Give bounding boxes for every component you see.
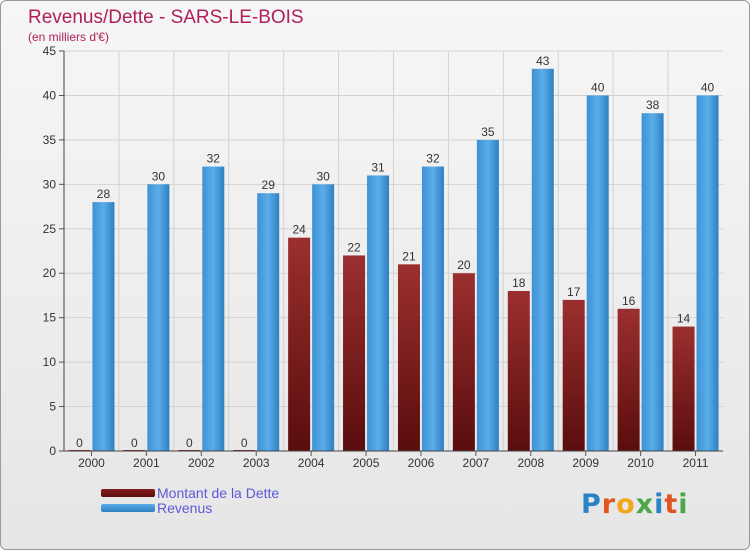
data-label: 28 xyxy=(97,187,111,201)
logo-letter: i xyxy=(654,489,665,520)
x-tick-label: 2010 xyxy=(627,456,654,470)
data-label: 30 xyxy=(152,169,166,183)
data-label: 32 xyxy=(426,152,440,166)
x-tick-label: 2001 xyxy=(133,456,160,470)
y-tick-label: 10 xyxy=(43,355,57,369)
data-label: 18 xyxy=(512,276,526,290)
data-label: 29 xyxy=(262,178,276,192)
y-tick-label: 5 xyxy=(49,400,56,414)
data-label: 0 xyxy=(76,436,83,450)
bar-revenus xyxy=(312,184,335,452)
bar-dette xyxy=(343,255,366,451)
y-tick-label: 0 xyxy=(49,444,56,458)
bar-revenus xyxy=(92,202,115,451)
data-label: 35 xyxy=(481,125,495,139)
bar-revenus xyxy=(641,113,664,451)
bar-revenus xyxy=(586,95,609,451)
data-label: 40 xyxy=(591,80,605,94)
y-tick-label: 35 xyxy=(43,133,57,147)
bar-dette xyxy=(397,264,420,451)
x-tick-label: 2005 xyxy=(353,456,380,470)
data-label: 0 xyxy=(241,436,248,450)
bar-dette xyxy=(562,299,585,451)
bar-revenus xyxy=(476,139,499,451)
data-label: 38 xyxy=(646,98,660,112)
y-tick-label: 30 xyxy=(43,177,57,191)
data-label: 43 xyxy=(536,54,550,68)
legend-swatch-debt xyxy=(101,489,155,497)
bar-revenus xyxy=(257,193,280,451)
bar-revenus xyxy=(202,166,225,452)
data-label: 0 xyxy=(131,436,138,450)
data-label: 14 xyxy=(677,312,691,326)
proxiti-logo: Proxiti xyxy=(581,489,689,520)
chart-title: Revenus/Dette - SARS-LE-BOIS xyxy=(28,7,304,28)
data-label: 32 xyxy=(207,152,221,166)
bar-revenus xyxy=(696,95,719,451)
bar-revenus xyxy=(531,68,554,452)
x-tick-label: 2009 xyxy=(572,456,599,470)
x-tick-label: 2007 xyxy=(463,456,490,470)
x-tick-label: 2000 xyxy=(78,456,105,470)
data-label: 21 xyxy=(402,249,416,263)
data-label: 17 xyxy=(567,285,581,299)
y-tick-label: 25 xyxy=(43,222,57,236)
x-tick-label: 2002 xyxy=(188,456,215,470)
x-tick-label: 2011 xyxy=(683,456,709,470)
y-tick-label: 20 xyxy=(43,266,57,280)
y-tick-label: 45 xyxy=(43,44,57,58)
data-label: 24 xyxy=(292,223,306,237)
x-tick-label: 2003 xyxy=(243,456,270,470)
data-label: 30 xyxy=(316,169,330,183)
bar-revenus xyxy=(421,166,444,452)
bar-dette xyxy=(452,273,475,451)
logo-letter: i xyxy=(678,489,689,520)
data-label: 20 xyxy=(457,258,471,272)
legend-swatch-revenus xyxy=(101,504,155,512)
data-label: 16 xyxy=(622,294,636,308)
data-label: 22 xyxy=(347,240,361,254)
logo-letter: o xyxy=(616,489,636,520)
bar-dette xyxy=(507,291,530,451)
y-tick-label: 40 xyxy=(43,88,57,102)
logo-letter: t xyxy=(664,489,679,520)
logo-letter: x xyxy=(635,489,655,520)
bar-revenus xyxy=(367,175,390,451)
x-tick-label: 2004 xyxy=(298,456,325,470)
data-label: 40 xyxy=(701,80,715,94)
data-label: 0 xyxy=(186,436,193,450)
bar-dette xyxy=(617,308,640,451)
x-tick-label: 2006 xyxy=(408,456,435,470)
data-label: 31 xyxy=(371,160,385,174)
logo-letter: r xyxy=(601,489,617,520)
bar-revenus xyxy=(147,184,170,452)
legend-label-revenus: Revenus xyxy=(157,500,213,516)
bar-dette xyxy=(672,326,695,451)
bar-dette xyxy=(288,237,311,451)
chart-subtitle: (en milliers d'€) xyxy=(28,30,109,44)
logo-letter: P xyxy=(581,489,602,520)
x-tick-label: 2008 xyxy=(517,456,544,470)
y-tick-label: 15 xyxy=(43,311,57,325)
legend-label-debt: Montant de la Dette xyxy=(157,485,280,501)
